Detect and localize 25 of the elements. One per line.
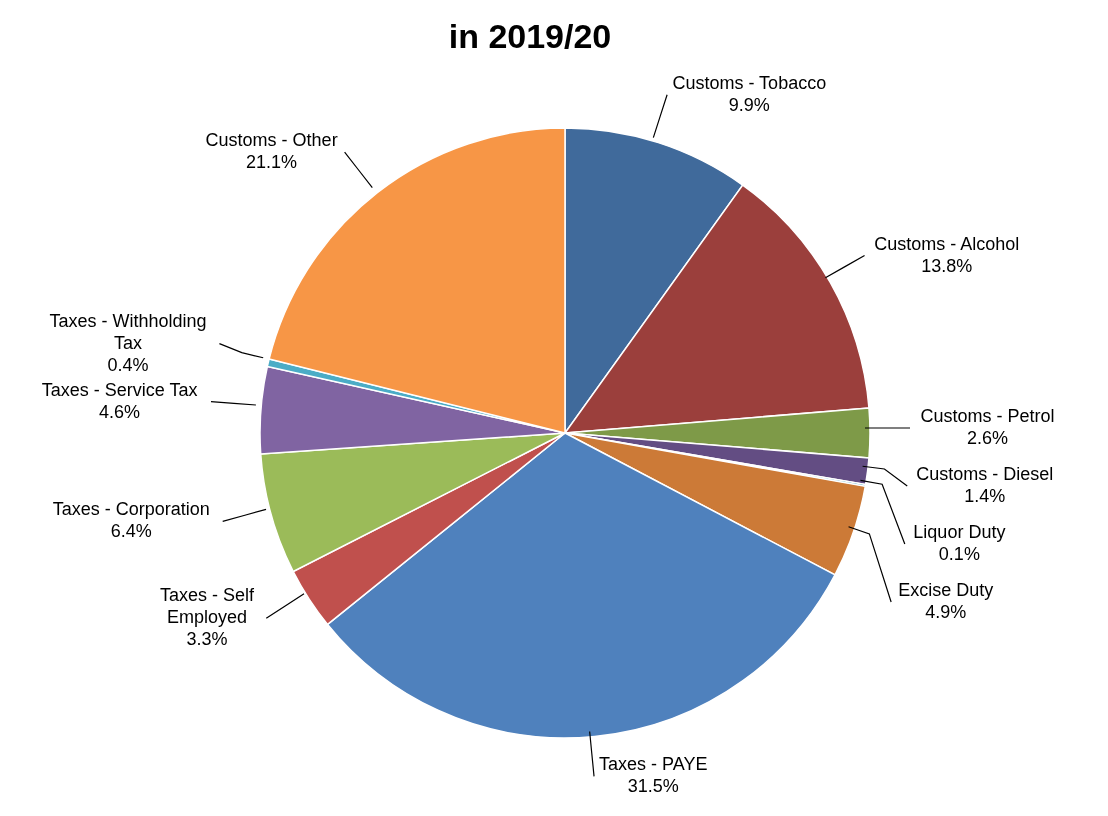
slice-label: Customs - Other xyxy=(205,130,338,151)
slice-label: Liquor Duty xyxy=(913,522,1006,542)
slice-label: Taxes - Withholding Tax xyxy=(49,310,207,353)
slice-label: Excise Duty xyxy=(898,580,994,600)
data-label: 13.8% xyxy=(921,255,973,276)
data-label: 0.1% xyxy=(938,544,980,564)
slice-label: Taxes - Self Employed xyxy=(160,585,256,628)
data-label: 2.6% xyxy=(967,428,1009,448)
chart-title: in 2019/20 xyxy=(448,17,612,55)
slice-label: Customs - Petrol xyxy=(920,406,1055,426)
data-label: 4.9% xyxy=(925,602,967,622)
slice-label: Taxes - Service Tax xyxy=(41,379,198,400)
data-label: 0.4% xyxy=(107,354,149,375)
slice-label: Taxes - Corporation xyxy=(52,499,210,520)
data-label: 4.6% xyxy=(99,401,141,422)
data-label: 6.4% xyxy=(110,521,152,542)
data-label: 3.3% xyxy=(186,629,228,650)
data-label: 21.1% xyxy=(246,152,298,173)
slice-label: Customs - Tobacco xyxy=(672,72,827,93)
slice-label: Taxes - PAYE xyxy=(599,754,708,775)
slice-label: Customs - Diesel xyxy=(916,464,1054,484)
data-label: 9.9% xyxy=(728,94,770,115)
slice-label: Customs - Alcohol xyxy=(874,233,1020,254)
data-label: 1.4% xyxy=(964,486,1006,506)
data-label: 31.5% xyxy=(627,776,679,797)
